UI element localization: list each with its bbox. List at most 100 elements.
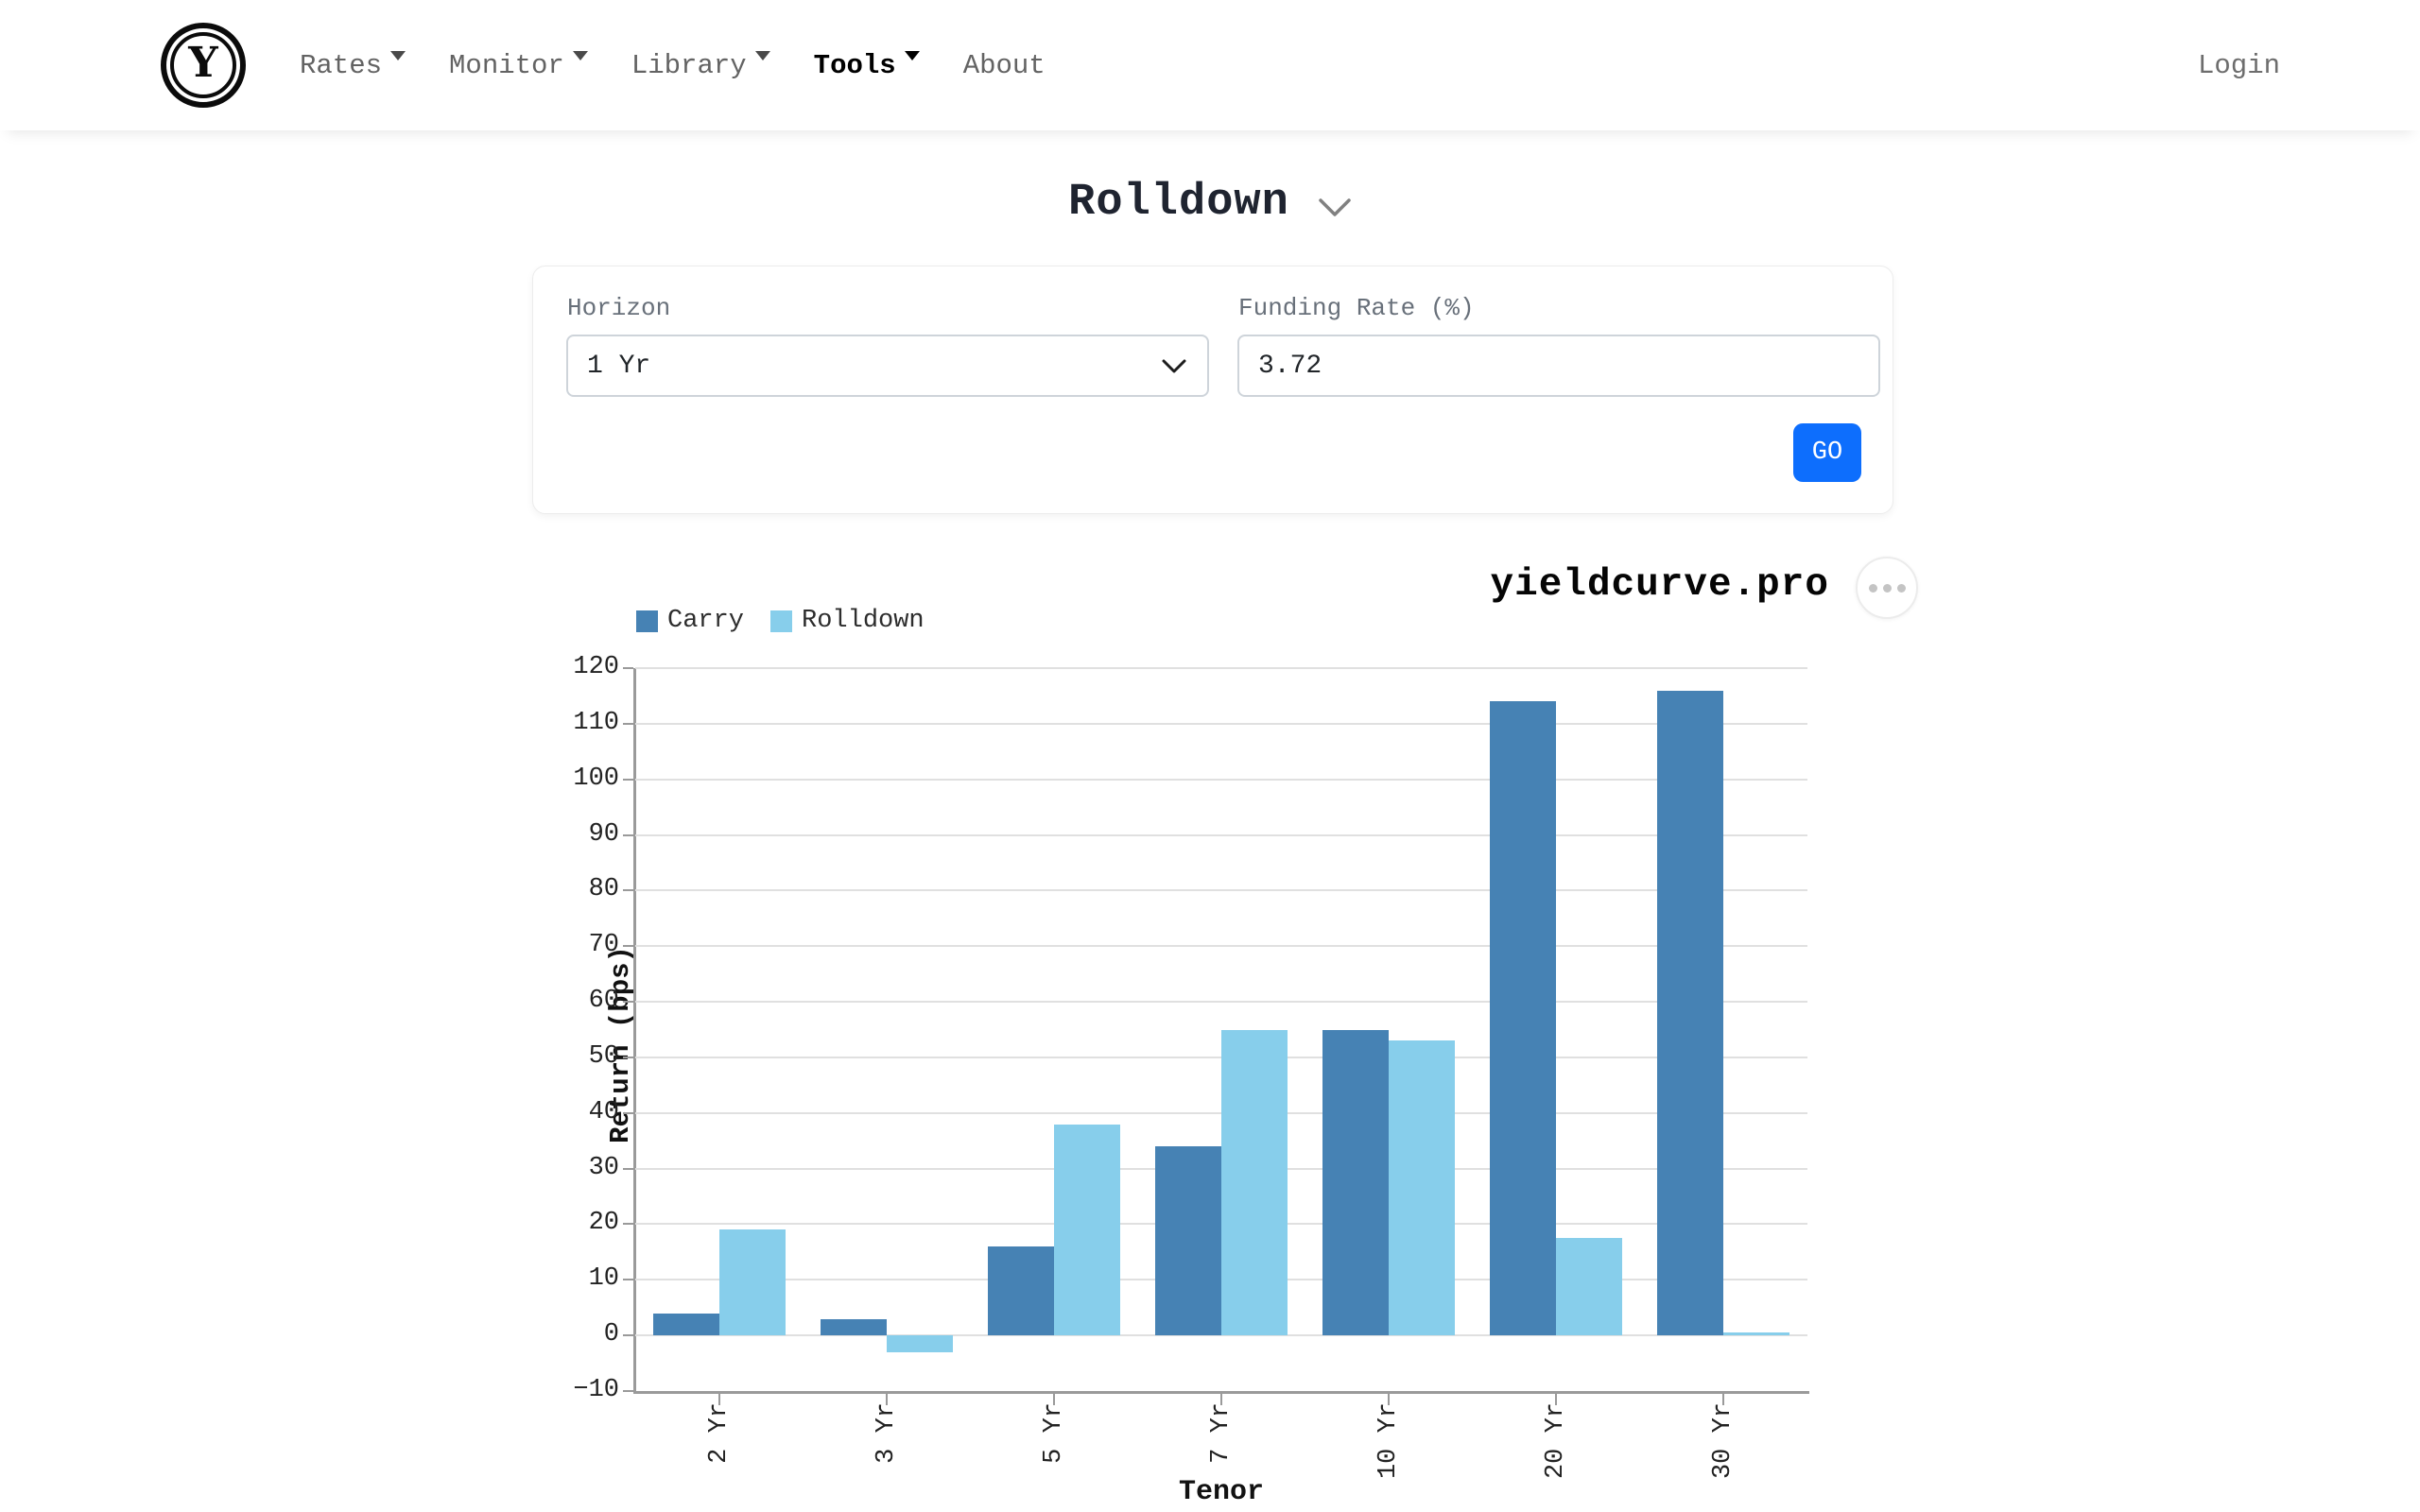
- y-tick: [623, 945, 633, 948]
- x-tick: [717, 1394, 720, 1405]
- caret-down-icon: [904, 51, 920, 60]
- nav-item-label: Tools: [813, 49, 896, 81]
- select-chevron-icon: [1162, 359, 1186, 373]
- horizon-label: Horizon: [567, 294, 671, 322]
- y-tick: [623, 1167, 633, 1170]
- y-tick-label: 100: [573, 764, 619, 793]
- y-tick: [623, 833, 633, 836]
- legend-item-carry[interactable]: Carry: [636, 607, 744, 635]
- x-category-label: 30 Yr: [1709, 1402, 1738, 1480]
- legend-item-rolldown[interactable]: Rolldown: [770, 607, 925, 635]
- title-row: Rolldown: [0, 178, 2420, 228]
- y-tick-label: 110: [573, 708, 619, 737]
- bar-carry-7-yr[interactable]: [1155, 1146, 1221, 1336]
- ellipsis-menu-button[interactable]: [1856, 557, 1918, 619]
- y-tick: [623, 1223, 633, 1226]
- y-tick-label: 40: [588, 1097, 619, 1126]
- gridline: [635, 1334, 1807, 1337]
- x-category-label: 3 Yr: [872, 1402, 901, 1464]
- legend-swatch-icon: [636, 610, 658, 632]
- x-category-label: 5 Yr: [1039, 1402, 1068, 1464]
- gridline: [635, 833, 1807, 836]
- x-tick: [1220, 1394, 1222, 1405]
- y-tick-label: −10: [573, 1376, 619, 1404]
- nav-item-about[interactable]: About: [963, 50, 1046, 81]
- caret-down-icon: [754, 51, 770, 60]
- brand-letter: Y: [188, 39, 218, 87]
- nav-item-label: About: [962, 49, 1046, 81]
- x-category-label: 20 Yr: [1542, 1402, 1571, 1480]
- y-tick: [623, 667, 633, 669]
- y-tick-label: 20: [588, 1209, 619, 1238]
- horizon-select[interactable]: 1 Yr: [566, 335, 1209, 397]
- y-tick-label: 30: [588, 1153, 619, 1182]
- gridline: [635, 889, 1807, 892]
- nav-item-label: Rates: [300, 49, 383, 81]
- bar-carry-5-yr[interactable]: [987, 1246, 1054, 1336]
- y-tick-label: 50: [588, 1041, 619, 1071]
- bar-rolldown-10-yr[interactable]: [1389, 1040, 1456, 1336]
- bar-rolldown-3-yr[interactable]: [886, 1335, 953, 1352]
- bar-rolldown-2-yr[interactable]: [718, 1229, 786, 1336]
- x-category-label: 10 Yr: [1374, 1402, 1404, 1480]
- ellipsis-icon: [1882, 583, 1892, 593]
- bar-carry-2-yr[interactable]: [652, 1313, 719, 1336]
- go-button[interactable]: GO: [1793, 423, 1861, 482]
- bar-carry-10-yr[interactable]: [1322, 1029, 1390, 1336]
- legend-label: Rolldown: [802, 607, 925, 635]
- nav-item-tools[interactable]: Tools: [814, 50, 920, 81]
- x-tick: [1722, 1394, 1725, 1405]
- bar-rolldown-20-yr[interactable]: [1556, 1238, 1623, 1336]
- x-category-label: 2 Yr: [704, 1402, 734, 1464]
- y-tick: [623, 1334, 633, 1337]
- bar-rolldown-30-yr[interactable]: [1723, 1332, 1790, 1336]
- y-tick: [623, 778, 633, 781]
- nav-item-library[interactable]: Library: [631, 50, 770, 81]
- gridline: [635, 1001, 1807, 1004]
- y-tick-label: 80: [588, 875, 619, 904]
- y-tick: [623, 1001, 633, 1004]
- nav-item-monitor[interactable]: Monitor: [449, 50, 588, 81]
- ellipsis-icon: [1896, 583, 1906, 593]
- nav-item-rates[interactable]: Rates: [300, 50, 406, 81]
- bar-carry-3-yr[interactable]: [820, 1318, 887, 1336]
- nav-item-label: Monitor: [449, 49, 564, 81]
- y-tick: [623, 1056, 633, 1058]
- brand-logo-inner-ring: Y: [170, 32, 236, 98]
- legend-swatch-icon: [770, 610, 793, 632]
- x-axis-title: Tenor: [1178, 1476, 1264, 1508]
- y-tick-label: 90: [588, 819, 619, 849]
- chart-brand-title: yieldcurve.pro: [1490, 563, 1829, 607]
- bar-rolldown-7-yr[interactable]: [1221, 1029, 1288, 1336]
- navbar: Y Rates Monitor Library Tools About Login: [0, 0, 2420, 130]
- y-tick-label: 0: [603, 1320, 619, 1349]
- y-tick: [623, 889, 633, 892]
- x-category-label: 7 Yr: [1207, 1402, 1236, 1464]
- caret-down-icon: [572, 51, 588, 60]
- y-tick: [623, 1111, 633, 1114]
- login-link[interactable]: Login: [2197, 49, 2280, 81]
- y-axis-line: [633, 668, 636, 1394]
- bar-carry-20-yr[interactable]: [1490, 701, 1557, 1336]
- funding-rate-input[interactable]: 3.72: [1237, 335, 1880, 397]
- x-tick: [1555, 1394, 1558, 1405]
- funding-rate-label: Funding Rate (%): [1238, 294, 1475, 322]
- y-tick-label: 60: [588, 987, 619, 1016]
- y-tick: [623, 1390, 633, 1392]
- parameters-card: Horizon 1 Yr Funding Rate (%) 3.72 GO: [532, 266, 1893, 514]
- chevron-down-icon[interactable]: [1318, 198, 1352, 218]
- horizon-selected-value: 1 Yr: [587, 351, 651, 381]
- nav-item-label: Library: [631, 49, 747, 81]
- legend-label: Carry: [667, 607, 745, 635]
- y-tick: [623, 722, 633, 725]
- bar-chart-plot: Return (bps) Tenor 120 110 100 90 80 70 60 50 40…: [573, 653, 1809, 1508]
- bar-carry-30-yr[interactable]: [1657, 690, 1724, 1336]
- y-tick-label: 120: [573, 653, 619, 681]
- x-tick: [1388, 1394, 1391, 1405]
- x-tick: [1052, 1394, 1055, 1405]
- gridline: [635, 945, 1807, 948]
- gridline: [635, 722, 1807, 725]
- bar-rolldown-5-yr[interactable]: [1053, 1124, 1120, 1336]
- brand-logo[interactable]: Y: [161, 23, 246, 108]
